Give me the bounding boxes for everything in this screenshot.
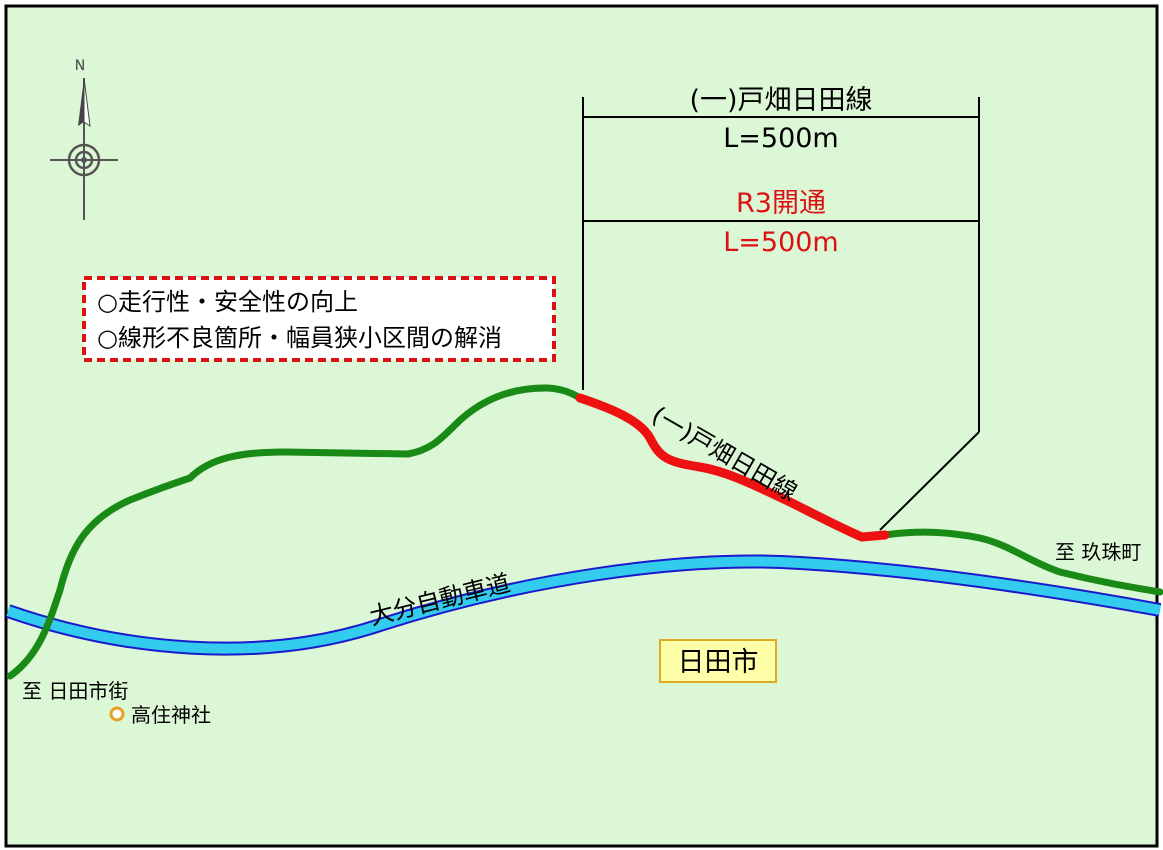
map-frame: [4, 4, 1159, 848]
city-label: 日田市: [678, 647, 759, 678]
to-kusu-label: 至 玖珠町: [1055, 540, 1141, 564]
route-west-section: [6, 384, 584, 680]
route-east-section: [881, 528, 1163, 596]
shrine-marker-icon: [109, 706, 125, 722]
route-length-label: L=500m: [723, 123, 839, 154]
expressway: [6, 556, 1161, 654]
to-hita-city-label: 至 日田市街: [22, 679, 128, 703]
north-label: N: [75, 58, 85, 74]
shrine-label: 高住神社: [131, 703, 211, 727]
route-name-label: (一)戸畑日田線: [689, 85, 872, 116]
opened-length-label: L=500m: [723, 227, 839, 258]
north-arrow-icon: [50, 77, 118, 220]
benefit-item-2: ○線形不良箇所・幅員狭小区間の解消: [97, 324, 502, 352]
dimension-lines: [582, 97, 980, 531]
opened-section: [575, 393, 890, 542]
benefit-item-1: ○走行性・安全性の向上: [97, 288, 358, 316]
opened-year-label: R3開通: [736, 188, 826, 219]
benefits-box: [82, 276, 556, 362]
city-box: [659, 639, 777, 683]
